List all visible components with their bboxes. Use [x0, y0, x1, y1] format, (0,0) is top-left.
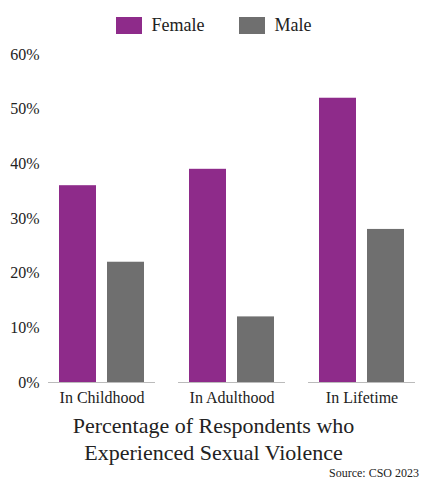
svg-text:In Childhood: In Childhood — [60, 389, 145, 406]
html-text:Source: CSO 2023: Source: CSO 2023 — [329, 466, 419, 480]
svg-text:60%: 60% — [10, 46, 39, 63]
html-text:Male: Male — [274, 14, 312, 35]
svg-text:In Adulthood: In Adulthood — [190, 389, 275, 406]
svg-text:50%: 50% — [10, 100, 39, 117]
svg-text:30%: 30% — [10, 210, 39, 227]
svg-text:0%: 0% — [18, 374, 39, 391]
html-text:Female: Female — [151, 14, 205, 35]
svg-text:40%: 40% — [10, 155, 39, 172]
svg-text:20%: 20% — [10, 264, 39, 281]
html-text:Percentage of Respondents who: Percentage of Respondents who Experience… — [72, 413, 355, 465]
svg-text:10%: 10% — [10, 319, 39, 336]
svg-text:In Lifetime: In Lifetime — [326, 389, 398, 406]
